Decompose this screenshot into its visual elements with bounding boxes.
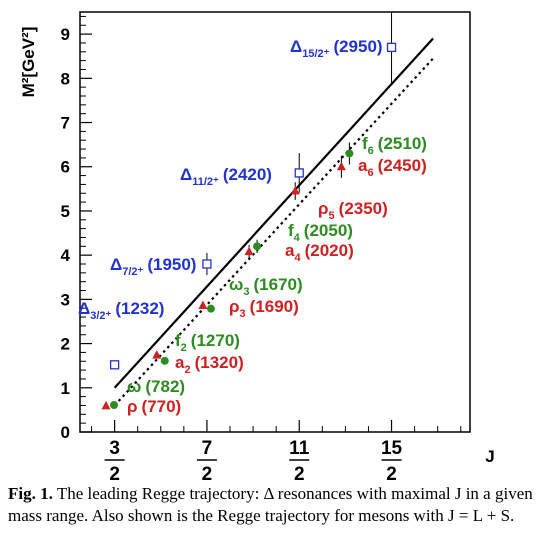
y-tick-label: 5 — [61, 202, 70, 221]
data-markers — [101, 12, 397, 410]
meson-triangle-marker — [198, 300, 208, 310]
resonance-label: f4 (2050) — [288, 221, 353, 244]
y-tick-label: 2 — [61, 335, 70, 354]
resonance-label: a4 (2020) — [285, 241, 354, 264]
delta-square-marker — [202, 259, 212, 269]
figure-caption: Fig. 1. The leading Regge trajectory: Δ … — [8, 483, 536, 527]
delta-square-marker — [109, 360, 120, 370]
y-tick-label: 0 — [61, 423, 70, 442]
meson-triangle-marker — [152, 350, 162, 359]
point-labels: Δ3/2⁺ (1232) Δ7/2⁺ (1950) Δ11/2⁺ (2420) Δ15/2⁺… — [78, 37, 427, 416]
meson-circle-marker — [110, 401, 118, 410]
resonance-label: ω (782) — [127, 377, 185, 396]
y-tick-label: 6 — [61, 158, 70, 177]
resonance-label: Δ15/2⁺ (2950) — [290, 37, 383, 60]
meson-triangle-marker — [336, 161, 346, 171]
resonance-label: ω3 (1670) — [229, 275, 303, 298]
chart-axes: 0 1 2 3 4 5 6 7 8 9 3 2 7 2 11 2 15 2 J M²[GeV²] — [19, 11, 495, 480]
resonance-label: a2 (1320) — [175, 353, 244, 376]
resonance-label: Δ3/2⁺ (1232) — [78, 299, 164, 322]
x-tick-numerator: 15 — [381, 438, 403, 459]
resonance-label: Δ7/2⁺ (1950) — [110, 255, 196, 278]
resonance-label: ρ (770) — [127, 397, 181, 416]
plot-frame — [79, 11, 471, 433]
x-tick-numerator: 11 — [289, 438, 310, 459]
meson-circle-marker — [345, 149, 354, 158]
resonance-label: f6 (2510) — [362, 134, 427, 157]
meson-triangle-marker — [101, 400, 111, 410]
meson-circle-marker — [160, 356, 169, 365]
x-tick-denominator: 2 — [202, 464, 213, 480]
y-tick-label: 8 — [61, 69, 70, 88]
regge-trajectory-chart: 0 1 2 3 4 5 6 7 8 9 3 2 7 2 11 2 15 2 J M²[GeV²] Δ3/2⁺ (1232… — [19, 11, 495, 480]
y-tick-label: 7 — [61, 114, 70, 133]
resonance-label: a6 (2450) — [358, 156, 427, 179]
fit-lines — [113, 37, 434, 407]
meson-triangle-marker — [244, 246, 254, 256]
y-axis-title: M²[GeV²] — [19, 27, 38, 98]
meson-circle-marker — [253, 242, 262, 251]
resonance-label: ρ5 (2350) — [318, 199, 388, 222]
delta-trajectory-line — [113, 37, 434, 389]
x-tick-numerator: 3 — [109, 438, 120, 459]
x-tick-numerator: 7 — [202, 438, 213, 459]
y-tick-label: 4 — [61, 246, 71, 265]
x-axis-title: J — [485, 447, 494, 466]
meson-trajectory-line — [113, 57, 434, 407]
meson-triangle-marker — [290, 186, 300, 195]
delta-square-marker — [386, 42, 397, 53]
x-tick-denominator: 2 — [109, 464, 120, 480]
meson-circle-marker — [206, 304, 215, 313]
resonance-label: f2 (1270) — [175, 331, 240, 354]
x-tick-denominator: 2 — [294, 464, 305, 480]
resonance-label: ρ3 (1690) — [229, 297, 299, 320]
resonance-label: Δ11/2⁺ (2420) — [180, 165, 272, 188]
delta-square-marker — [294, 168, 304, 178]
caption-label: Fig. 1. — [8, 484, 53, 503]
y-tick-label: 9 — [61, 25, 70, 44]
y-tick-label: 3 — [61, 290, 70, 309]
caption-text: The leading Regge trajectory: Δ resonanc… — [8, 484, 533, 525]
y-tick-label: 1 — [61, 379, 70, 398]
x-tick-denominator: 2 — [386, 464, 397, 480]
